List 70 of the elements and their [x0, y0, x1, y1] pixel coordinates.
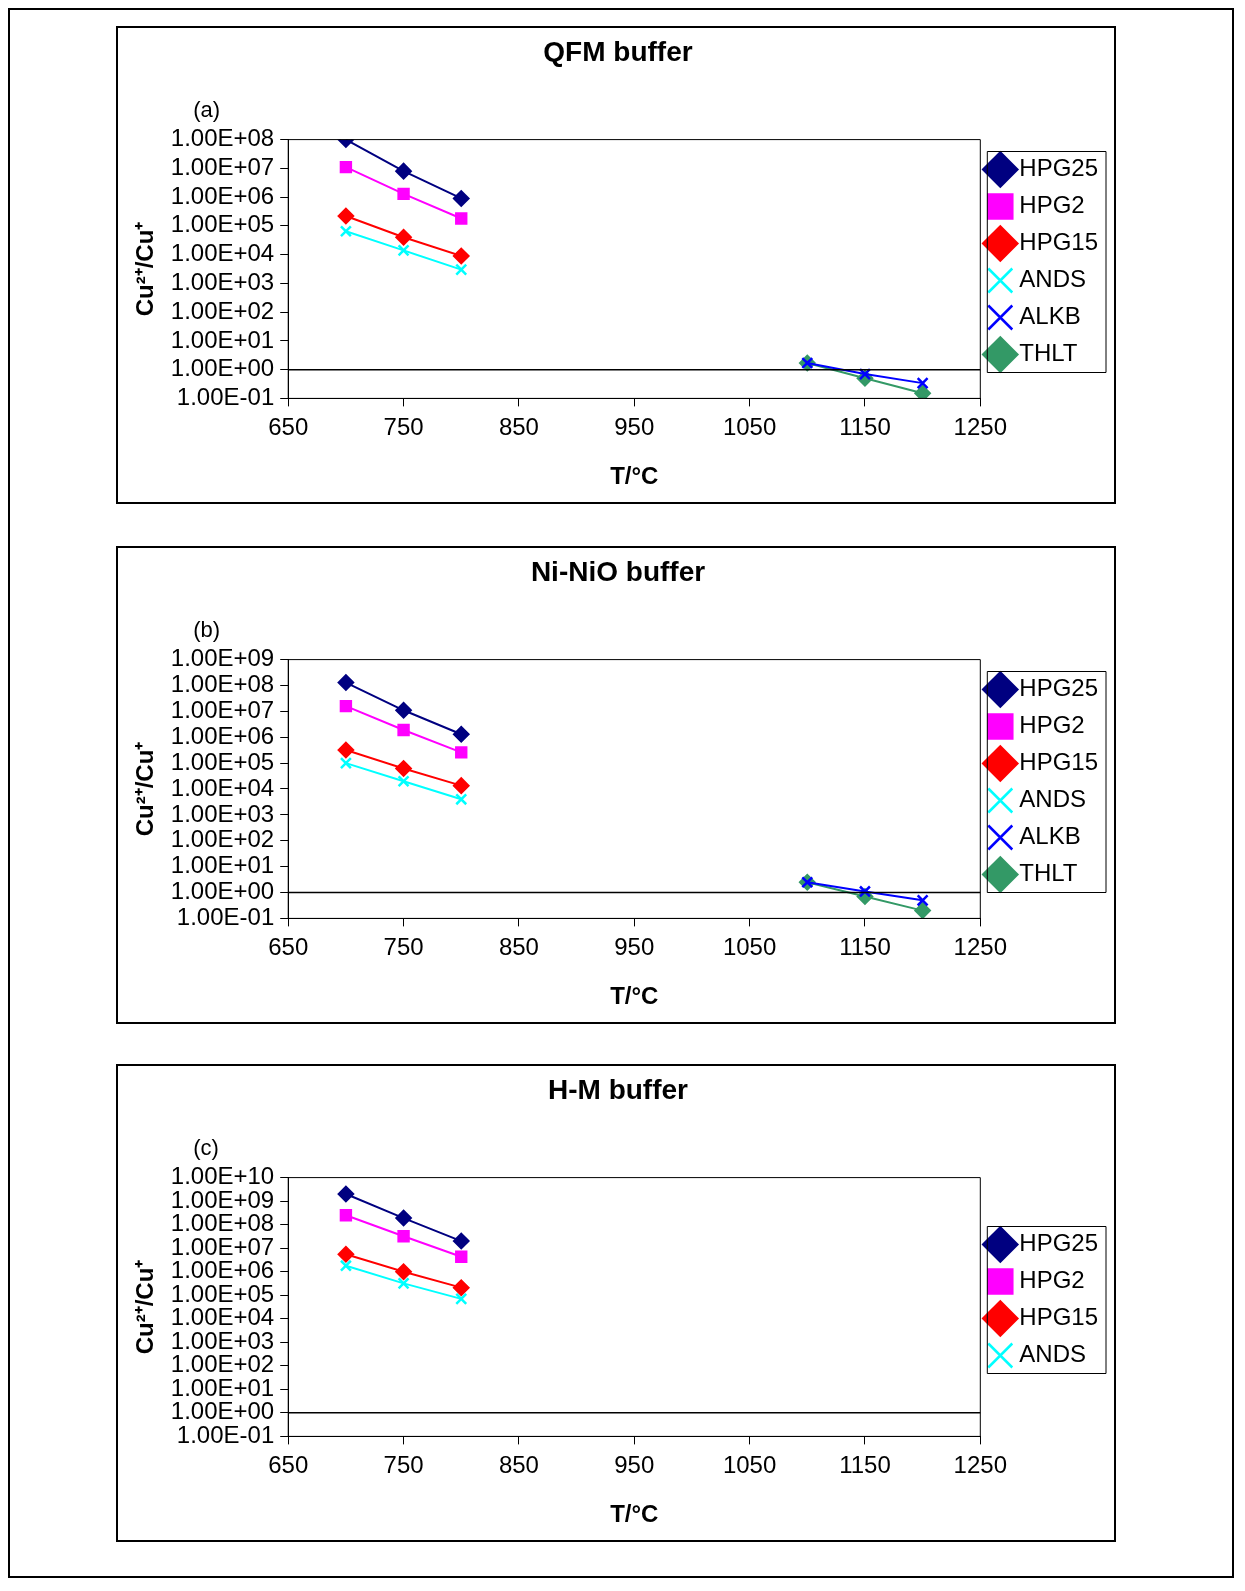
x-tick-label: 750 [383, 933, 424, 961]
y-tick-label: 1.00E-01 [176, 383, 275, 411]
legend-label: HPG15 [1019, 748, 1098, 776]
y-tick-label: 1.00E+07 [170, 152, 275, 180]
chart-title: QFM buffer [543, 35, 693, 67]
legend-label: HPG2 [1019, 1266, 1085, 1294]
x-tick-label: 750 [383, 1451, 424, 1479]
x-tick-label: 850 [498, 413, 539, 441]
y-tick-label: 1.00E+00 [170, 354, 275, 382]
x-axis-title: T/°C [610, 1500, 659, 1528]
y-tick-label: 1.00E+08 [170, 124, 275, 152]
y-tick-label: 1.00E+05 [170, 747, 275, 775]
x-tick-label: 950 [614, 413, 655, 441]
legend-label: HPG15 [1019, 1303, 1098, 1331]
x-tick-label: 1050 [722, 933, 777, 961]
y-axis-title: Cu²⁺/Cu⁺ [131, 1259, 159, 1355]
legend-label: ALKB [1019, 822, 1081, 850]
y-tick-label: 1.00E+03 [170, 799, 275, 827]
x-tick-label: 1050 [722, 1451, 777, 1479]
text: (c) [193, 1134, 219, 1160]
x-axis-title: T/°C [610, 982, 659, 1010]
legend-label: THLT [1019, 339, 1078, 367]
legend-label: HPG2 [1019, 191, 1085, 219]
y-tick-label: 1.00E+00 [170, 877, 275, 905]
legend-label: HPG2 [1019, 711, 1085, 739]
legend-label: ANDS [1019, 265, 1086, 293]
y-tick-label: 1.00E+05 [170, 210, 275, 238]
y-tick-label: 1.00E+02 [170, 296, 275, 324]
x-tick-label: 1250 [953, 933, 1007, 961]
y-tick-label: 1.00E+07 [170, 695, 275, 723]
y-tick-label: 1.00E+01 [170, 325, 275, 353]
x-tick-label: 650 [268, 413, 309, 441]
legend-label: HPG25 [1019, 154, 1098, 182]
legend-label: HPG25 [1019, 674, 1098, 702]
y-axis-title: Cu²⁺/Cu⁺ [131, 221, 159, 317]
legend-label: ALKB [1019, 302, 1081, 330]
y-tick-label: 1.00E+04 [170, 239, 275, 267]
x-tick-label: 850 [498, 933, 539, 961]
x-tick-label: 1250 [953, 1451, 1007, 1479]
y-tick-label: 1.00E-01 [176, 903, 275, 931]
legend-label: ANDS [1019, 1340, 1086, 1368]
x-tick-label: 750 [383, 413, 424, 441]
x-tick-label: 1050 [722, 413, 777, 441]
x-tick-label: 1250 [953, 413, 1007, 441]
x-tick-label: 650 [268, 933, 309, 961]
y-tick-label: 1.00E+06 [170, 181, 275, 209]
y-tick-label: 1.00E+06 [170, 721, 275, 749]
x-axis-title: T/°C [610, 462, 659, 490]
y-tick-label: 1.00E+09 [170, 644, 275, 672]
x-tick-label: 950 [614, 933, 655, 961]
x-tick-label: 1150 [839, 413, 891, 441]
chart-title: H-M buffer [548, 1073, 689, 1105]
chart-title: Ni-NiO buffer [530, 555, 706, 587]
legend-label: HPG15 [1019, 228, 1098, 256]
legend-label: HPG25 [1019, 1229, 1098, 1257]
x-tick-label: 1150 [839, 1451, 891, 1479]
text: (a) [193, 96, 221, 122]
legend-label: THLT [1019, 859, 1078, 887]
y-axis-title: Cu²⁺/Cu⁺ [131, 741, 159, 837]
y-tick-label: 1.00E+02 [170, 825, 275, 853]
y-tick-label: 1.00E+04 [170, 773, 275, 801]
x-tick-label: 950 [614, 1451, 655, 1479]
legend-label: ANDS [1019, 785, 1086, 813]
x-tick-label: 1150 [839, 933, 891, 961]
y-tick-label: 1.00E+08 [170, 670, 275, 698]
x-tick-label: 850 [498, 1451, 539, 1479]
text: (b) [193, 616, 221, 642]
y-tick-label: 1.00E+03 [170, 268, 275, 295]
x-tick-label: 650 [268, 1451, 309, 1479]
y-tick-label: 1.00E+01 [170, 851, 275, 879]
